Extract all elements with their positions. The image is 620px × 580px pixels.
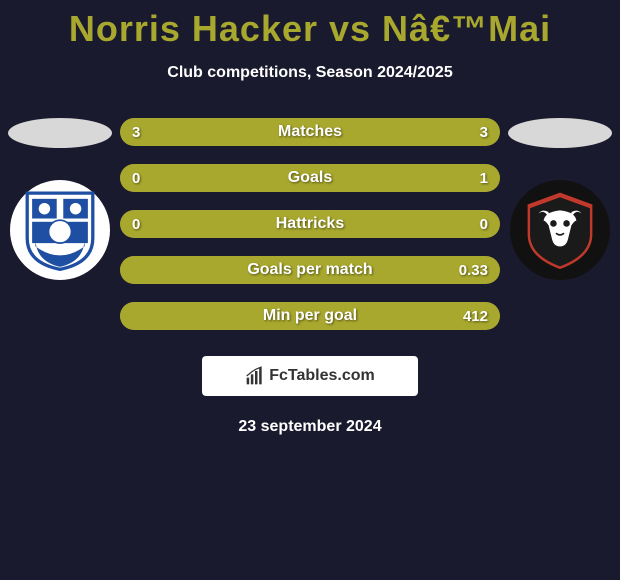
left-player-column bbox=[0, 118, 120, 280]
brand-text: FcTables.com bbox=[269, 367, 375, 385]
player-photo-placeholder-right bbox=[508, 118, 612, 148]
bar-value-left: 3 bbox=[132, 118, 140, 146]
stat-bar: Matches3 3 bbox=[120, 118, 500, 146]
subtitle: Club competitions, Season 2024/2025 bbox=[0, 64, 620, 82]
bar-label: Goals bbox=[120, 164, 500, 192]
stat-bar: Min per goal412 bbox=[120, 302, 500, 330]
bar-value-right: 412 bbox=[463, 302, 488, 330]
stat-bar: Goals per match0.33 bbox=[120, 256, 500, 284]
tranmere-badge-icon bbox=[19, 189, 101, 271]
bar-label: Matches bbox=[120, 118, 500, 146]
right-team-badge bbox=[510, 180, 610, 280]
bar-value-left: 0 bbox=[132, 210, 140, 238]
player-photo-placeholder-left bbox=[8, 118, 112, 148]
bar-value-right: 0.33 bbox=[459, 256, 488, 284]
stat-bar: Hattricks0 0 bbox=[120, 210, 500, 238]
brand-watermark: FcTables.com bbox=[202, 356, 418, 396]
bar-label: Min per goal bbox=[120, 302, 500, 330]
bar-value-right: 0 bbox=[480, 210, 488, 238]
bar-label: Hattricks bbox=[120, 210, 500, 238]
stat-bars: Matches33Goals01Hattricks00Goals per mat… bbox=[120, 118, 500, 330]
salford-badge-icon bbox=[519, 189, 601, 271]
chart-icon bbox=[245, 366, 265, 386]
bar-value-left: 0 bbox=[132, 164, 140, 192]
right-player-column bbox=[500, 118, 620, 280]
stat-bar: Goals0 1 bbox=[120, 164, 500, 192]
date-text: 23 september 2024 bbox=[0, 418, 620, 436]
left-team-badge bbox=[10, 180, 110, 280]
bar-value-right: 1 bbox=[480, 164, 488, 192]
bar-value-right: 3 bbox=[480, 118, 488, 146]
bar-label: Goals per match bbox=[120, 256, 500, 284]
page-title: Norris Hacker vs Nâ€™Mai bbox=[0, 0, 620, 50]
comparison-panel: Matches33Goals01Hattricks00Goals per mat… bbox=[0, 118, 620, 330]
